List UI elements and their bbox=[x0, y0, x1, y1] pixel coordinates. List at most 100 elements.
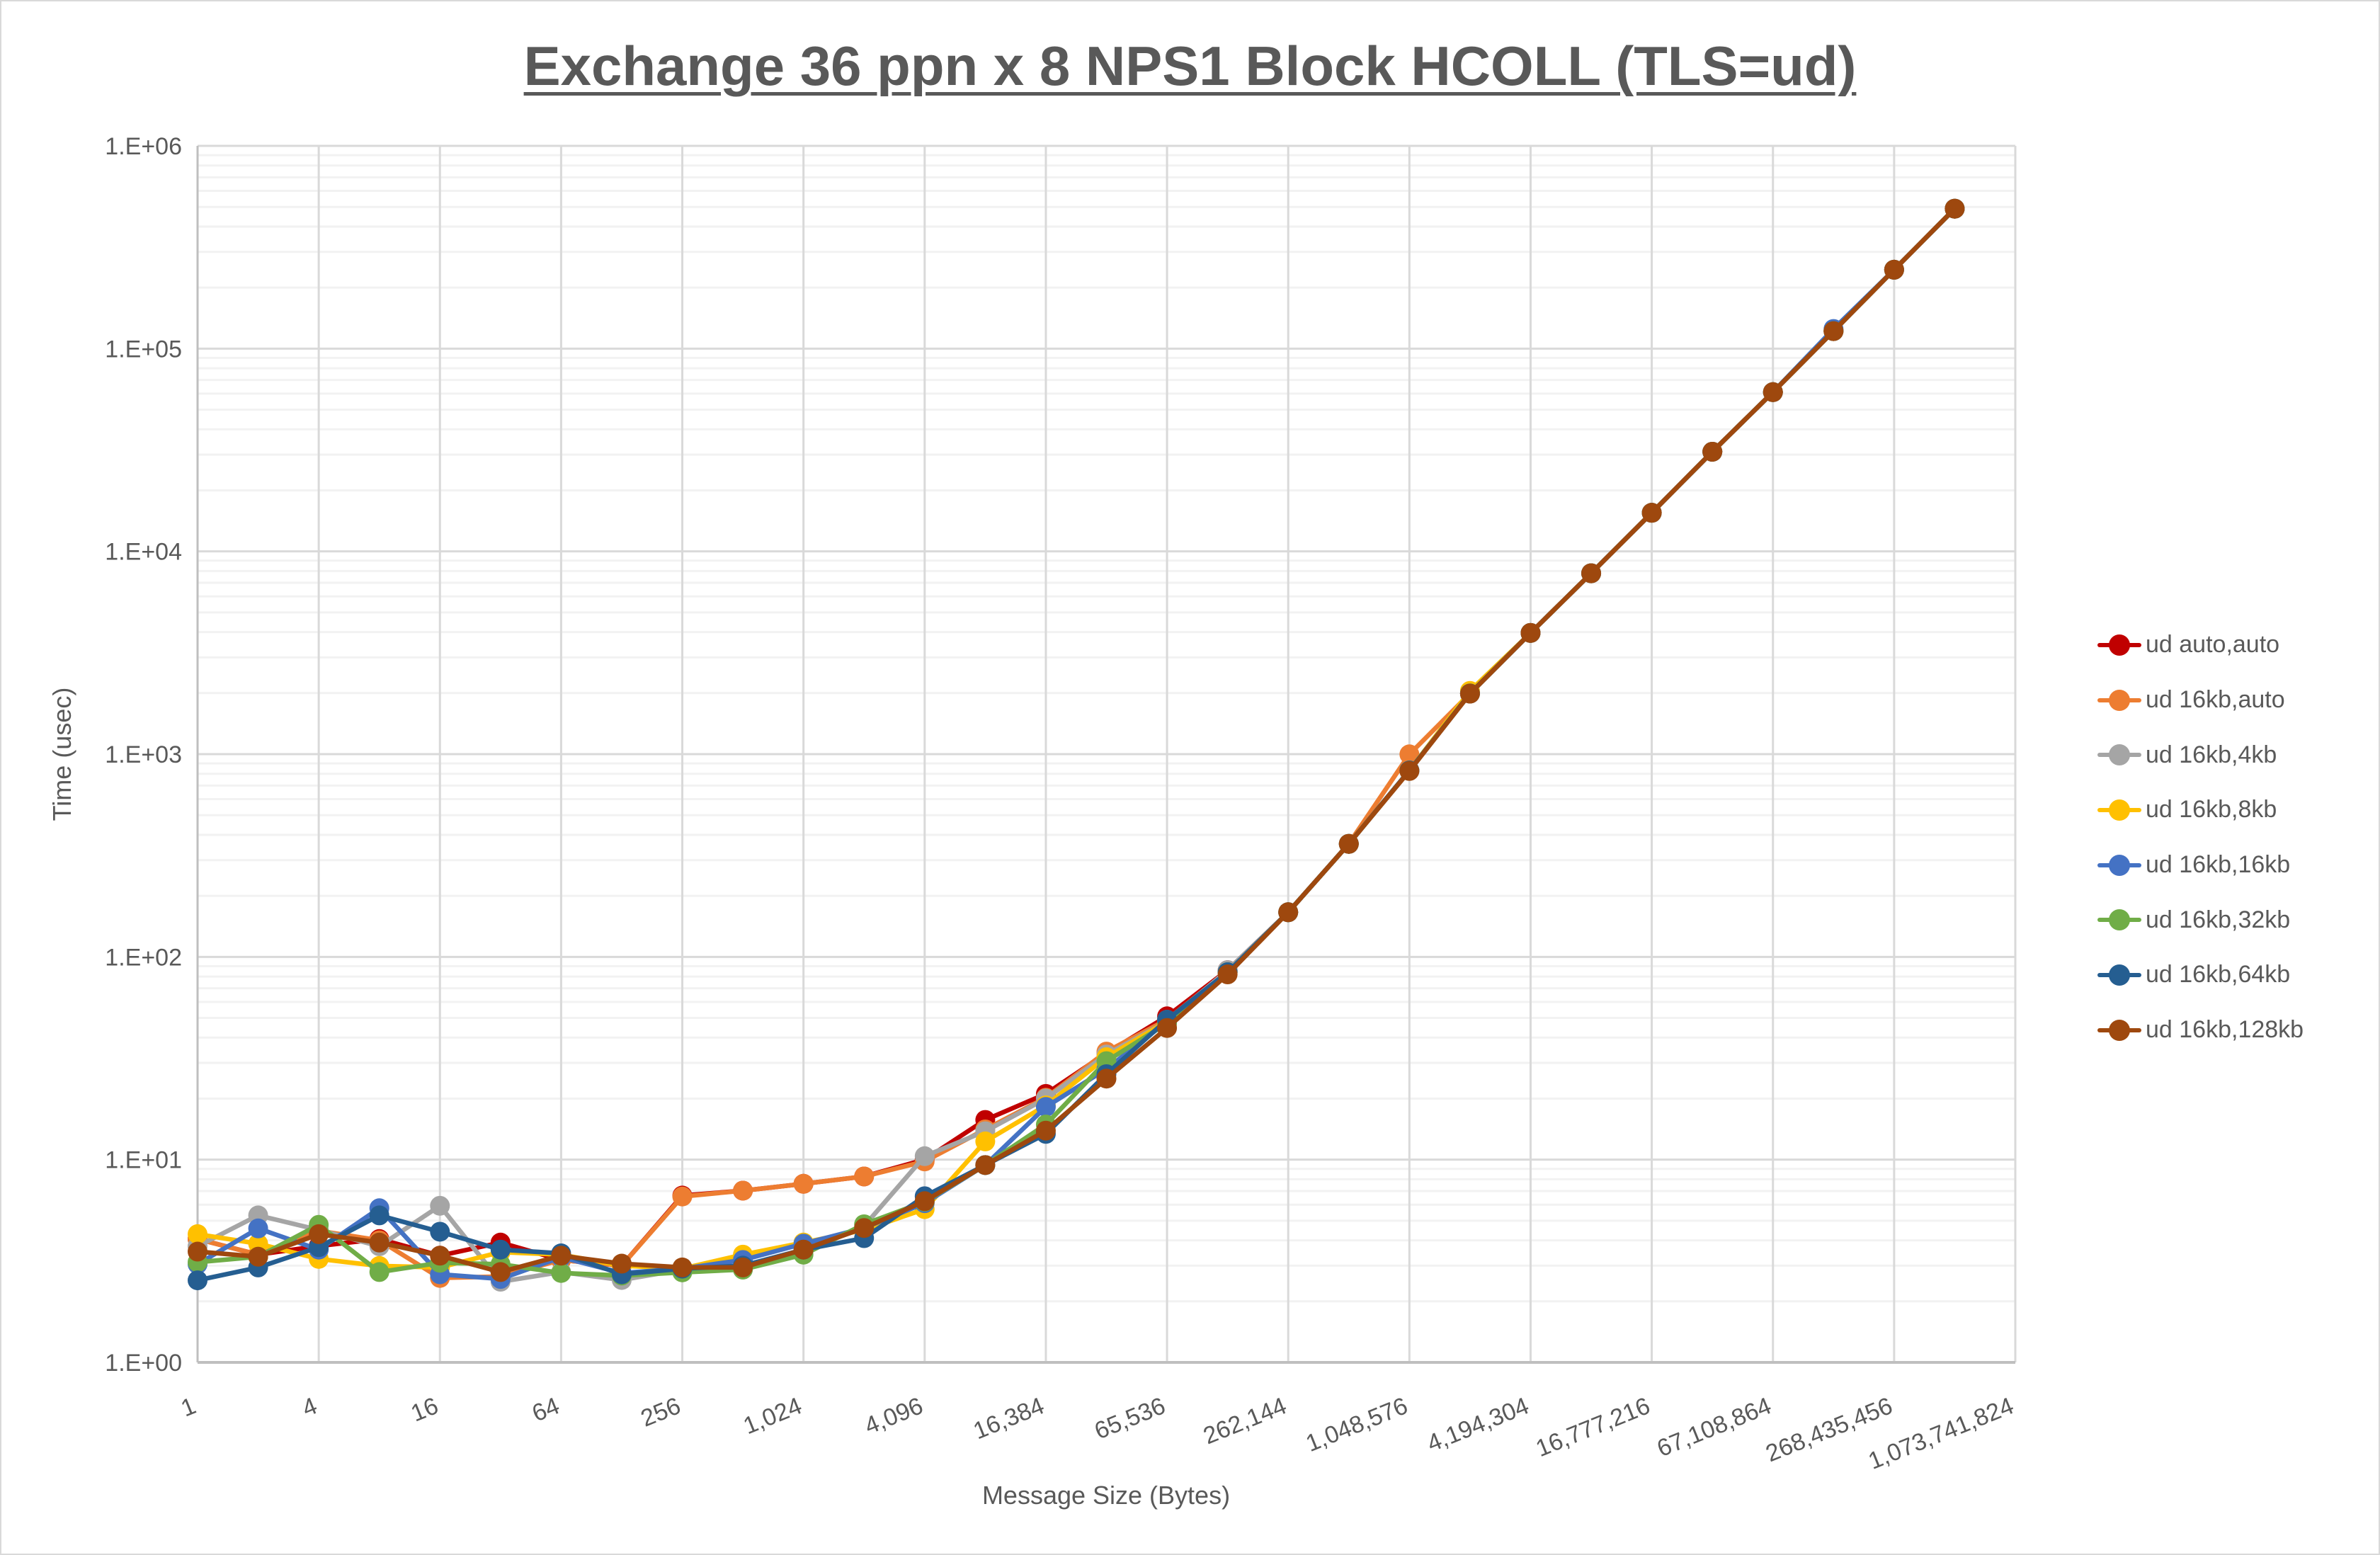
x-tick-label: 1 bbox=[177, 1392, 200, 1422]
x-tick-label: 16 bbox=[407, 1392, 442, 1427]
legend-item: ud 16kb,4kb bbox=[2097, 727, 2304, 782]
legend-label: ud 16kb,64kb bbox=[2146, 961, 2291, 989]
data-point bbox=[369, 1262, 389, 1282]
gridlines bbox=[196, 144, 2017, 1364]
legend-swatch-icon bbox=[2097, 909, 2141, 931]
data-point bbox=[1641, 503, 1662, 523]
data-point bbox=[854, 1218, 875, 1238]
data-point bbox=[551, 1246, 571, 1266]
x-tick-label: 16,384 bbox=[969, 1392, 1048, 1445]
series-ud-auto-auto bbox=[188, 198, 1965, 1276]
legend-item: ud 16kb,32kb bbox=[2097, 892, 2304, 947]
series-ud-16kb-auto bbox=[188, 198, 1965, 1288]
y-axis-title: Time (usec) bbox=[47, 688, 76, 821]
y-tick-label: 1.E+05 bbox=[105, 336, 182, 363]
x-tick-label: 67,108,864 bbox=[1653, 1392, 1775, 1462]
data-point bbox=[1035, 1120, 1056, 1141]
legend-label: ud 16kb,32kb bbox=[2146, 906, 2291, 933]
data-point bbox=[854, 1166, 875, 1187]
x-tick-label: 1,024 bbox=[740, 1392, 806, 1440]
data-point bbox=[369, 1232, 389, 1253]
legend-swatch-icon bbox=[2097, 744, 2141, 766]
legend-item: ud 16kb,16kb bbox=[2097, 838, 2304, 893]
data-point bbox=[188, 1270, 207, 1291]
legend-label: ud 16kb,8kb bbox=[2146, 796, 2277, 824]
data-point bbox=[490, 1239, 511, 1260]
data-point bbox=[914, 1191, 935, 1212]
series-ud-16kb-64kb bbox=[188, 198, 1965, 1291]
legend-swatch-icon bbox=[2097, 799, 2141, 821]
legend-label: ud 16kb,auto bbox=[2146, 686, 2285, 714]
series-ud-16kb-8kb bbox=[188, 198, 1965, 1279]
y-tick-label: 1.E+00 bbox=[105, 1350, 182, 1377]
data-point bbox=[309, 1224, 329, 1244]
legend-label: ud 16kb,128kb bbox=[2146, 1016, 2304, 1044]
x-tick-label: 65,536 bbox=[1091, 1392, 1169, 1445]
data-point bbox=[672, 1186, 693, 1207]
data-point bbox=[611, 1253, 632, 1274]
data-point bbox=[1459, 683, 1480, 704]
data-point bbox=[1823, 321, 1844, 341]
data-point bbox=[1399, 744, 1420, 765]
data-point bbox=[914, 1146, 935, 1166]
data-point bbox=[490, 1262, 511, 1282]
x-axis-title: Message Size (Bytes) bbox=[982, 1481, 1230, 1510]
series-ud-16kb-32kb bbox=[188, 198, 1965, 1286]
data-point bbox=[430, 1246, 450, 1266]
y-tick-label: 1.E+02 bbox=[105, 944, 182, 971]
chart-title: Exchange 36 ppn x 8 NPS1 Block HCOLL (TL… bbox=[523, 35, 1857, 97]
data-point bbox=[369, 1205, 389, 1226]
legend-swatch-icon bbox=[2097, 964, 2141, 986]
legend-label: ud 16kb,4kb bbox=[2146, 741, 2277, 768]
y-tick-label: 1.E+01 bbox=[105, 1147, 182, 1174]
data-point bbox=[975, 1131, 996, 1151]
data-point bbox=[975, 1155, 996, 1175]
data-point bbox=[551, 1263, 571, 1283]
data-point bbox=[1217, 964, 1238, 985]
data-point bbox=[1763, 382, 1783, 402]
legend-label: ud auto,auto bbox=[2146, 631, 2280, 659]
y-tick-label: 1.E+03 bbox=[105, 741, 182, 768]
data-point bbox=[1884, 259, 1904, 280]
series-ud-16kb-4kb bbox=[188, 198, 1965, 1292]
y-tick-label: 1.E+04 bbox=[105, 539, 182, 566]
data-point bbox=[1338, 833, 1359, 854]
legend-swatch-icon bbox=[2097, 854, 2141, 876]
legend-swatch-icon bbox=[2097, 689, 2141, 711]
data-point bbox=[248, 1218, 268, 1238]
axes bbox=[196, 146, 2015, 1364]
data-point bbox=[1581, 563, 1602, 583]
series-line bbox=[197, 207, 1957, 1275]
legend-item: ud 16kb,auto bbox=[2097, 673, 2304, 728]
series-line bbox=[196, 207, 1957, 1285]
x-tick-label: 262,144 bbox=[1200, 1392, 1290, 1449]
x-tick-label: 16,777,216 bbox=[1532, 1392, 1654, 1462]
legend-item: ud 16kb,64kb bbox=[2097, 947, 2304, 1003]
data-point bbox=[1278, 902, 1299, 923]
data-point bbox=[188, 1241, 207, 1262]
data-point bbox=[733, 1180, 753, 1201]
series-lines bbox=[188, 198, 1965, 1292]
legend-swatch-icon bbox=[2097, 634, 2141, 656]
data-point bbox=[733, 1257, 753, 1277]
legend: ud auto,auto ud 16kb,auto ud 16kb,4kb ud 16… bbox=[2097, 617, 2304, 1058]
series-line bbox=[197, 207, 1957, 1283]
x-tick-label: 64 bbox=[528, 1392, 563, 1427]
data-point bbox=[1520, 622, 1541, 643]
legend-label: ud 16kb,16kb bbox=[2146, 851, 2291, 879]
x-tick-label: 4,194,304 bbox=[1423, 1392, 1532, 1457]
legend-item: ud auto,auto bbox=[2097, 617, 2304, 673]
data-point bbox=[248, 1246, 268, 1267]
x-tick-label: 256 bbox=[637, 1392, 685, 1432]
data-point bbox=[1035, 1097, 1056, 1117]
x-tick-label: 4,096 bbox=[861, 1392, 927, 1440]
tick-labels: 1.E+00 1.E+01 1.E+02 1.E+03 1.E+04 1.E+05 1.E+… bbox=[105, 133, 2017, 1475]
series-ud-16kb-16kb bbox=[188, 198, 1965, 1289]
data-point bbox=[430, 1195, 450, 1216]
data-point bbox=[1945, 198, 1965, 219]
data-point bbox=[188, 1224, 207, 1244]
data-point bbox=[793, 1239, 814, 1260]
data-point bbox=[793, 1173, 814, 1194]
